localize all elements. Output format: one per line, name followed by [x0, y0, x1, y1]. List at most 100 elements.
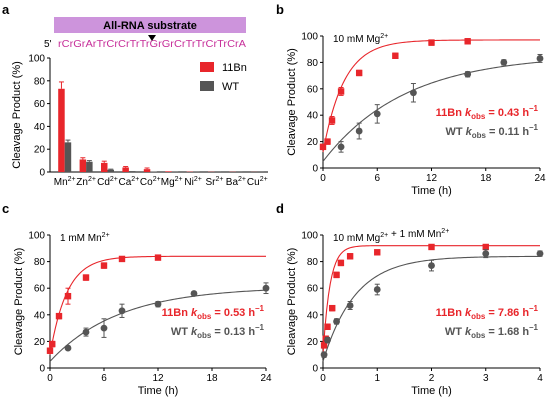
data-point-wt	[536, 55, 544, 62]
y-tick-label: 20	[34, 145, 46, 156]
data-point-wt	[346, 302, 354, 309]
rate-constant-wt: WT kobs = 0.11 h–1	[445, 123, 538, 140]
data-point-wt	[373, 286, 381, 293]
bar-wt	[86, 161, 93, 172]
data-point-wt	[262, 284, 270, 292]
y-axis-label: Cleavage Product (%)	[11, 61, 23, 169]
x-tick-label: 4	[537, 373, 543, 384]
y-tick-label: 100	[301, 32, 318, 43]
category-label: Ca2+	[119, 176, 140, 188]
x-tick-label: 18	[206, 373, 218, 384]
bar-wt	[64, 142, 72, 172]
x-tick-label: 12	[426, 173, 438, 184]
y-tick-label: 100	[301, 231, 318, 242]
panel-d-kinetics-plot: 0 20 40 60 80 100 0 1 2 3 4 Time (h) Cleavage Produc…	[286, 228, 544, 397]
category-label: Cu2+	[247, 176, 268, 188]
data-point-11bn	[428, 39, 435, 46]
bar-11bn	[79, 159, 87, 172]
y-tick-label: 60	[34, 284, 46, 295]
panel-label-a: a	[2, 2, 10, 17]
y-tick-label: 80	[34, 257, 46, 268]
data-point-wt	[373, 110, 381, 118]
y-tick-label: 0	[312, 364, 318, 375]
bar-11bn	[58, 88, 65, 172]
data-point-wt	[500, 59, 508, 66]
x-tick-label: 6	[374, 173, 380, 184]
panel-c-kinetics-plot: 0 20 40 60 80 100 0 6 12 18 24 Time (h) Cleavage Pro…	[13, 231, 272, 398]
category-label: Ni2+	[184, 176, 201, 188]
data-point-wt	[355, 127, 363, 135]
data-point-11bn	[464, 38, 471, 45]
data-point-11bn	[355, 69, 363, 77]
condition-label: 10 mM Mg2+	[333, 33, 388, 45]
category-label: Cd2+	[97, 176, 118, 188]
rate-constant-wt: WT kobs = 1.68 h–1	[445, 323, 539, 340]
data-point-11bn	[333, 271, 340, 279]
y-tick-label: 0	[39, 364, 45, 375]
substrate-banner-text: All-RNA substrate	[103, 20, 197, 32]
data-point-wt	[82, 328, 90, 336]
data-point-wt	[154, 300, 162, 308]
bar-wt	[107, 169, 114, 172]
x-tick-label: 12	[152, 373, 164, 384]
y-tick-label: 20	[307, 137, 319, 148]
x-tick-label: 6	[101, 373, 107, 384]
bar-11bn	[122, 167, 129, 172]
panel-a-bar-chart: 0 20 40 60 80 100 Cleavage Product (%) Mn2+ Zn2+…	[11, 54, 268, 188]
x-tick-label: 0	[320, 173, 326, 184]
y-tick-label: 60	[307, 284, 319, 295]
substrate-sequence: rCrGrArTrCrCrTrTrGrGrCrTrTrCrTrCrA	[58, 39, 246, 50]
legend-label-11bn: 11Bn	[222, 62, 247, 74]
data-point-wt	[64, 344, 72, 352]
data-point-11bn	[324, 323, 331, 330]
panel-label-b: b	[276, 2, 284, 17]
data-point-wt	[320, 351, 328, 359]
data-point-11bn	[55, 312, 63, 320]
data-point-11bn	[154, 254, 162, 261]
cleavage-site-marker	[148, 35, 156, 41]
data-point-wt	[190, 290, 198, 297]
y-tick-label: 100	[28, 54, 45, 65]
y-tick-label: 60	[34, 99, 46, 110]
y-tick-label: 20	[34, 337, 46, 348]
data-point-11bn	[346, 253, 354, 260]
data-point-11bn	[46, 347, 54, 354]
condition-label: 1 mM Mn2+	[60, 232, 110, 244]
y-tick-label: 80	[34, 76, 46, 87]
data-point-11bn	[392, 52, 399, 59]
data-point-11bn	[320, 342, 328, 349]
data-point-wt	[100, 324, 108, 332]
data-point-11bn	[82, 274, 90, 281]
x-tick-label: 0	[320, 373, 326, 384]
x-tick-label: 18	[480, 173, 492, 184]
data-point-wt	[324, 336, 331, 344]
data-point-wt	[428, 262, 435, 269]
y-tick-label: 80	[307, 58, 319, 69]
y-tick-label: 0	[312, 164, 318, 175]
data-point-11bn	[49, 340, 56, 348]
category-label: Zn2+	[76, 176, 96, 188]
data-point-wt	[410, 89, 417, 97]
y-tick-label: 40	[34, 310, 46, 321]
rate-constant-11bn: 11Bn kobs = 0.53 h–1	[162, 304, 265, 321]
data-point-wt	[464, 70, 472, 78]
y-axis-label: Cleavage Product (%)	[13, 248, 25, 356]
data-point-11bn	[329, 304, 336, 312]
data-point-11bn	[324, 138, 331, 145]
x-tick-label: 24	[534, 173, 546, 184]
bar-11bn	[165, 171, 172, 172]
category-label: Sr2+	[206, 176, 224, 188]
data-point-11bn	[100, 262, 108, 269]
category-label: Ba2+	[226, 176, 246, 188]
x-tick-label: 2	[429, 373, 435, 384]
x-axis-label: Time (h)	[411, 185, 452, 197]
category-label: Mn2+	[54, 176, 76, 188]
data-point-11bn	[428, 243, 435, 251]
data-point-11bn	[482, 243, 489, 251]
rate-constant-11bn: 11Bn kobs = 0.43 h–1	[436, 104, 539, 121]
y-axis-label: Cleavage Product (%)	[286, 248, 298, 356]
x-axis-label: Time (h)	[138, 385, 179, 397]
substrate-banner	[54, 17, 246, 33]
data-point-11bn	[319, 143, 327, 151]
